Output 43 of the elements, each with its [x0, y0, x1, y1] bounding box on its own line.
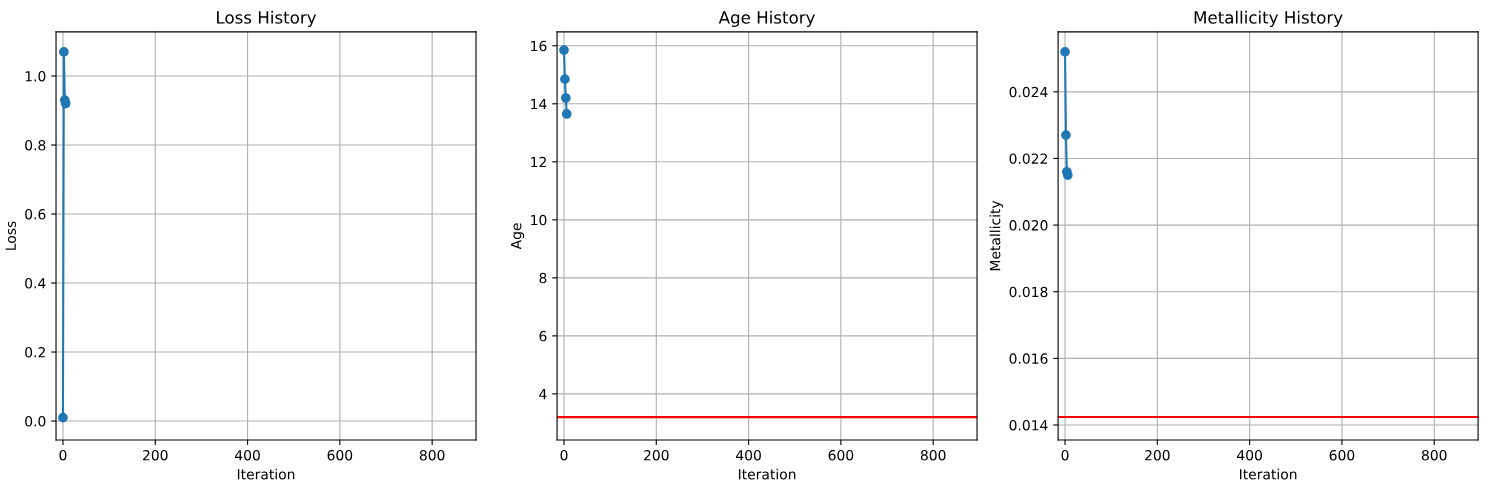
y-tick-label: 0.4 [25, 278, 46, 289]
y-tick-label: 10 [531, 214, 547, 226]
x-axis-title: Iteration [1240, 468, 1297, 480]
x-tick-label: 400 [1237, 449, 1262, 461]
y-tick-label: 6 [539, 330, 547, 342]
x-tick-label: 400 [736, 449, 761, 461]
x-tick-label: 0 [59, 449, 67, 461]
y-tick-label: 0.024 [1009, 86, 1048, 98]
chart-title: Loss History [217, 10, 317, 27]
y-tick-label: 0.014 [1009, 419, 1048, 431]
y-tick-label: 12 [531, 156, 546, 168]
y-tick-label: 16 [531, 40, 547, 52]
x-tick-label: 200 [644, 449, 669, 461]
x-tick-label: 600 [327, 449, 353, 461]
y-tick-label: 0.6 [25, 208, 46, 220]
x-tick-label: 0 [1061, 449, 1069, 461]
x-tick-label: 800 [920, 449, 946, 461]
y-tick-label: 0.022 [1009, 153, 1047, 164]
y-axis-title: Loss [5, 221, 16, 250]
y-tick-label: 0.016 [1009, 353, 1048, 364]
x-tick-label: 800 [419, 449, 445, 461]
y-axis-title: Metallicity [989, 200, 1004, 271]
x-tick-label: 600 [1329, 449, 1355, 461]
chart-title: Metallicity History [1194, 10, 1343, 27]
y-tick-label: 8 [539, 272, 547, 284]
y-tick-label: 0.018 [1009, 286, 1048, 298]
y-tick-label: 0.2 [25, 347, 45, 358]
x-tick-label: 0 [560, 449, 568, 461]
x-tick-label: 800 [1421, 449, 1447, 461]
y-axis-title: Age [511, 223, 525, 250]
chart-title: Age History [718, 10, 815, 27]
x-axis-title: Iteration [738, 468, 796, 480]
y-tick-label: 0.0 [25, 416, 46, 427]
x-tick-label: 400 [234, 449, 260, 461]
y-tick-label: 14 [531, 98, 547, 110]
x-tick-label: 200 [143, 449, 168, 461]
y-tick-label: 4 [539, 389, 547, 400]
y-tick-label: 1.0 [25, 70, 46, 82]
x-axis-title: Iteration [237, 468, 295, 480]
x-tick-label: 600 [828, 449, 854, 461]
y-tick-label: 0.8 [25, 139, 46, 151]
y-tick-label: 0.020 [1009, 220, 1048, 231]
x-tick-label: 200 [1145, 449, 1170, 461]
